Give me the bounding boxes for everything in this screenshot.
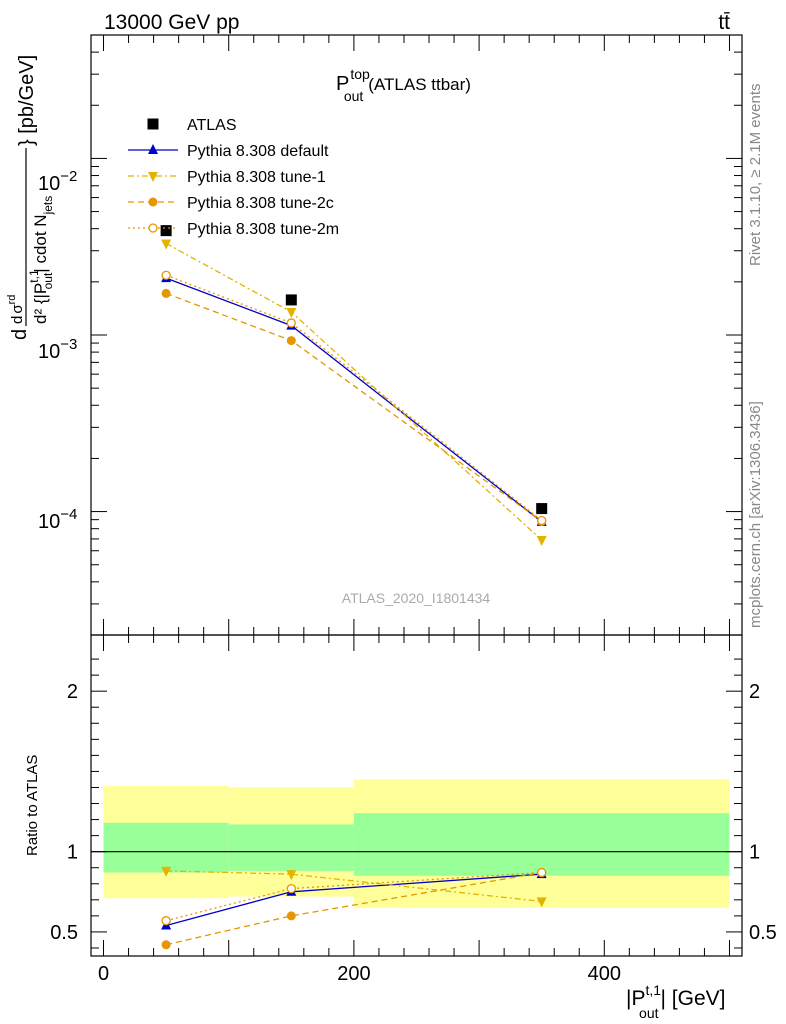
- ratio-y-tick-label-right: 0.5: [749, 922, 777, 944]
- mcplots-label: mcplots.cern.ch [arXiv:1306.3436]: [747, 401, 764, 628]
- legend: ATLAS Pythia 8.308 default Pythia 8.308 tu…: [128, 117, 339, 238]
- x-tick-label: 400: [588, 963, 621, 985]
- x-label-sub: out: [639, 1005, 659, 1021]
- legend-item-pythia-8-308-default: Pythia 8.308 default: [128, 143, 329, 160]
- legend-item-pythia-8-308-tune-2c: Pythia 8.308 tune-2c: [128, 195, 334, 212]
- main-line-pythia-8-308-tune-1: [165, 242, 543, 541]
- y-label-frac-top: dσrd: [6, 295, 26, 324]
- y-tick-exp: −3: [60, 336, 77, 353]
- main-line-pythia-8-308-tune-2c: [165, 292, 543, 522]
- ratio-y-tick-label-right: 1: [749, 842, 760, 864]
- y-label-d2: d² {|P: [31, 283, 50, 324]
- legend-marker: [148, 223, 158, 233]
- ratio-ticks: 0.5 0.5 1 1 2 2 0 200 400: [50, 635, 777, 985]
- main-point-atlas: [536, 503, 548, 515]
- legend-marker: [147, 118, 159, 130]
- main-point-pythia-8-308-tune-1: [536, 536, 547, 547]
- legend-item-atlas: ATLAS: [147, 117, 237, 134]
- ratio-y-axis-label: Ratio to ATLAS: [24, 755, 41, 856]
- main-point-pythia-8-308-tune-2m: [161, 270, 171, 280]
- y-tick-label-1e-3: 10−3: [38, 336, 77, 363]
- legend-item-pythia-8-308-tune-2m: Pythia 8.308 tune-2m: [128, 221, 339, 238]
- ratio-marks: [161, 866, 547, 950]
- ratio-point-pythia-8-308-tune-1: [161, 866, 172, 877]
- process-label: tt̄: [718, 11, 730, 34]
- main-y-axis-label: d dσrd d² {|Pt,1out| cdot Njets } [pb/Ge…: [6, 55, 55, 340]
- y-tick-base: 10: [38, 341, 60, 363]
- ratio-point-pythia-8-308-tune-2m: [286, 883, 296, 894]
- legend-marker: [148, 172, 158, 182]
- ratio-inner-band: [103, 822, 229, 873]
- y-label-rd: rd: [6, 295, 18, 305]
- y-label-mid: | cdot N: [31, 214, 50, 272]
- main-point-atlas: [160, 225, 172, 237]
- y-label-sigma: σ: [9, 304, 26, 314]
- energy-label: 13000 GeV pp: [104, 11, 239, 34]
- legend-label: Pythia 8.308 default: [187, 143, 329, 160]
- y-label-units: } [pb/GeV]: [16, 55, 38, 146]
- ratio-point-pythia-8-308-tune-1: [536, 897, 547, 908]
- main-title: Ptop out(ATLAS ttbar): [336, 66, 471, 104]
- ratio-point-pythia-8-308-tune-2c: [286, 911, 296, 921]
- y-label-jets: jets: [41, 196, 55, 216]
- y-label-d: d: [9, 329, 31, 340]
- y-label-t1: t,1: [27, 269, 41, 283]
- y-label-frac-bottom: d² {|Pt,1out| cdot Njets: [27, 196, 55, 324]
- ratio-point-pythia-8-308-tune-2m: [161, 916, 171, 926]
- y-tick-label-1e-4: 10−4: [38, 506, 77, 533]
- main-point-pythia-8-308-tune-2c: [161, 288, 171, 298]
- legend-marker: [148, 197, 158, 207]
- ratio-inner-band: [228, 824, 354, 871]
- ratio-y-tick-label-right: 2: [749, 681, 760, 703]
- ratio-point-pythia-8-308-tune-2m: [537, 867, 547, 878]
- legend-label: Pythia 8.308 tune-1: [187, 169, 326, 186]
- y-tick-base: 10: [38, 173, 60, 195]
- main-point-pythia-8-308-tune-2m: [286, 318, 296, 328]
- ratio-panel: 0.5 0.5 1 1 2 2 0 200 400 Ratio to ATLAS |Pt,1 ou…: [24, 634, 777, 1021]
- x-tick-label: 200: [337, 963, 370, 985]
- ratio-point-pythia-8-308-tune-2c: [161, 940, 171, 950]
- main-point-pythia-8-308-tune-1: [286, 307, 297, 318]
- y-label-frac-d: d: [9, 316, 26, 324]
- ratio-frame: [90, 634, 743, 957]
- y-tick-exp: −4: [60, 506, 77, 523]
- x-label-pre: |P: [626, 987, 645, 1010]
- main-marks: [160, 225, 548, 547]
- x-label-post: | [GeV]: [661, 987, 726, 1010]
- main-point-pythia-8-308-tune-1: [161, 239, 172, 250]
- y-label-out: out: [41, 272, 55, 289]
- title-sup: top: [350, 66, 370, 82]
- analysis-watermark: ATLAS_2020_I1801434: [342, 590, 491, 606]
- y-tick-base: 10: [38, 511, 60, 533]
- main-line-pythia-8-308-tune-2m: [165, 274, 543, 522]
- ratio-point-pythia-8-308-tune-1: [286, 870, 297, 881]
- x-axis-label: |Pt,1 out| [GeV]: [626, 982, 726, 1021]
- legend-marker: [148, 144, 158, 154]
- main-point-pythia-8-308-tune-2m: [537, 515, 547, 526]
- x-tick-label: 0: [98, 963, 109, 985]
- title-rest: (ATLAS ttbar): [368, 75, 471, 94]
- ratio-y-tick-label: 1: [67, 842, 78, 864]
- main-ticks: [91, 34, 742, 636]
- legend-item-pythia-8-308-tune-1: Pythia 8.308 tune-1: [128, 169, 326, 186]
- ratio-inner-band: [353, 813, 730, 876]
- title-sub: out: [344, 88, 364, 104]
- main-point-pythia-8-308-tune-2c: [286, 336, 296, 346]
- legend-label: ATLAS: [187, 117, 237, 134]
- x-label-sup: t,1: [645, 982, 661, 998]
- ratio-line-pythia-8-308-tune-2m: [165, 871, 542, 922]
- rivet-label: Rivet 3.1.10, ≥ 2.1M events: [747, 84, 764, 267]
- main-point-atlas: [285, 294, 297, 306]
- y-tick-label-1e-2: 10−2: [38, 168, 77, 195]
- legend-label: Pythia 8.308 tune-2m: [187, 221, 339, 238]
- ratio-line-pythia-8-308-tune-2c: [165, 871, 542, 946]
- ratio-y-tick-label: 0.5: [50, 922, 78, 944]
- legend-label: Pythia 8.308 tune-2c: [187, 195, 334, 212]
- main-panel: 10−2 10−3 10−4 Ptop out(ATLAS ttbar) ATLA…: [6, 34, 743, 636]
- title-main: P: [336, 73, 349, 95]
- ratio-y-tick-label: 2: [67, 681, 78, 703]
- y-tick-exp: −2: [60, 168, 77, 185]
- ratio-bands: [91, 779, 742, 908]
